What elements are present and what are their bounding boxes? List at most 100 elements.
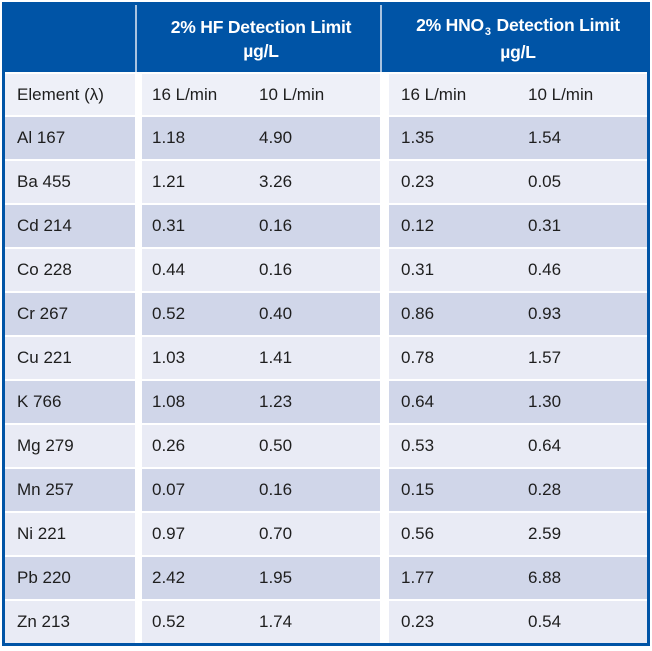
- value-hf-10: 1.74: [259, 612, 293, 631]
- value-hf-10: 4.90: [259, 128, 293, 147]
- element-cell: Cr 267: [5, 293, 135, 335]
- column-gap: [380, 161, 389, 203]
- hf-values: 0.07 0.16: [142, 469, 380, 511]
- table-header-row: 2% HF Detection Limit µg/L 2% HNO3 Detec…: [5, 5, 647, 72]
- element-cell: Ni 221: [5, 513, 135, 555]
- value-hf-10: 0.16: [259, 480, 293, 499]
- column-gap: [380, 425, 389, 467]
- element-cell: Mn 257: [5, 469, 135, 511]
- value-hf-16: 0.07: [152, 480, 186, 499]
- value-hno3-16: 0.78: [401, 348, 435, 367]
- table-row-mn-257: Mn 257 0.07 0.16 0.15 0.28: [5, 469, 647, 511]
- hf-values: 1.21 3.26: [142, 161, 380, 203]
- hno3-values: 0.15 0.28: [389, 469, 647, 511]
- value-hf-16: 1.03: [152, 348, 186, 367]
- value-hno3-10: 1.30: [528, 392, 562, 411]
- header-corner-cell: [5, 5, 135, 72]
- table-row-zn-213: Zn 213 0.52 1.74 0.23 0.54: [5, 601, 647, 643]
- table-row-cd-214: Cd 214 0.31 0.16 0.12 0.31: [5, 205, 647, 247]
- value-hno3-16: 0.56: [401, 524, 435, 543]
- column-gap: [135, 205, 142, 247]
- column-labels-hf: 16 L/min 10 L/min: [142, 74, 380, 115]
- value-hf-10: 3.26: [259, 172, 293, 191]
- value-hno3-16: 1.77: [401, 568, 435, 587]
- table-row-cu-221: Cu 221 1.03 1.41 0.78 1.57: [5, 337, 647, 379]
- hf-values: 2.42 1.95: [142, 557, 380, 599]
- value-hno3-16: 1.35: [401, 128, 435, 147]
- value-hf-16: 0.52: [152, 612, 186, 631]
- hf-values: 0.26 0.50: [142, 425, 380, 467]
- value-hno3-10: 0.54: [528, 612, 562, 631]
- hno3-values: 0.23 0.05: [389, 161, 647, 203]
- hno3-values: 1.77 6.88: [389, 557, 647, 599]
- element-cell: Cu 221: [5, 337, 135, 379]
- value-hno3-10: 0.31: [528, 216, 562, 235]
- value-hf-16: 1.08: [152, 392, 186, 411]
- header-hf-group: 2% HF Detection Limit µg/L: [142, 5, 380, 72]
- hf-values: 0.52 0.40: [142, 293, 380, 335]
- value-hno3-10: 0.05: [528, 172, 562, 191]
- value-hf-10: 1.23: [259, 392, 293, 411]
- element-cell: Ba 455: [5, 161, 135, 203]
- column-label-hno3-16: 16 L/min: [401, 84, 467, 104]
- hf-values: 0.44 0.16: [142, 249, 380, 291]
- column-label-hno3-10: 10 L/min: [528, 84, 594, 104]
- column-gap: [380, 469, 389, 511]
- value-hf-10: 1.41: [259, 348, 293, 367]
- value-hno3-10: 1.54: [528, 128, 562, 147]
- value-hno3-16: 0.12: [401, 216, 435, 235]
- column-gap: [380, 74, 389, 115]
- column-gap: [380, 513, 389, 555]
- header-hf-title: 2% HF Detection Limit: [170, 16, 352, 37]
- column-label-hf-16: 16 L/min: [152, 84, 218, 104]
- header-hno3-title: 2% HNO3 Detection Limit: [416, 15, 620, 38]
- value-hno3-16: 0.23: [401, 172, 435, 191]
- value-hf-16: 2.42: [152, 568, 186, 587]
- value-hno3-10: 0.28: [528, 480, 562, 499]
- value-hf-10: 0.40: [259, 304, 293, 323]
- hno3-values: 0.12 0.31: [389, 205, 647, 247]
- column-gap: [380, 337, 389, 379]
- value-hf-16: 0.52: [152, 304, 186, 323]
- column-gap: [380, 249, 389, 291]
- element-cell: Al 167: [5, 117, 135, 159]
- hno3-values: 0.23 0.54: [389, 601, 647, 643]
- value-hno3-16: 0.31: [401, 260, 435, 279]
- column-label-element: Element (λ): [5, 74, 135, 115]
- column-gap: [380, 205, 389, 247]
- table-row-co-228: Co 228 0.44 0.16 0.31 0.46: [5, 249, 647, 291]
- hno3-values: 0.86 0.93: [389, 293, 647, 335]
- hno3-values: 1.35 1.54: [389, 117, 647, 159]
- column-gap: [135, 513, 142, 555]
- column-gap: [380, 293, 389, 335]
- hf-values: 0.97 0.70: [142, 513, 380, 555]
- column-gap: [135, 74, 142, 115]
- value-hno3-16: 0.15: [401, 480, 435, 499]
- header-group-divider: [380, 5, 389, 72]
- header-hno3-unit: µg/L: [500, 42, 536, 62]
- value-hf-10: 0.50: [259, 436, 293, 455]
- value-hf-10: 1.95: [259, 568, 293, 587]
- column-gap: [135, 381, 142, 423]
- value-hf-16: 1.21: [152, 172, 186, 191]
- column-gap: [135, 249, 142, 291]
- hno3-values: 0.53 0.64: [389, 425, 647, 467]
- value-hf-10: 0.16: [259, 216, 293, 235]
- element-cell: Co 228: [5, 249, 135, 291]
- hf-values: 0.31 0.16: [142, 205, 380, 247]
- table-row-ni-221: Ni 221 0.97 0.70 0.56 2.59: [5, 513, 647, 555]
- table-subheader-row: Element (λ) 16 L/min 10 L/min 16 L/min 1…: [5, 74, 647, 115]
- header-hno3-group: 2% HNO3 Detection Limit µg/L: [389, 5, 647, 72]
- table-row-cr-267: Cr 267 0.52 0.40 0.86 0.93: [5, 293, 647, 335]
- value-hf-16: 1.18: [152, 128, 186, 147]
- table-row-ba-455: Ba 455 1.21 3.26 0.23 0.05: [5, 161, 647, 203]
- column-gap: [380, 381, 389, 423]
- element-cell: Mg 279: [5, 425, 135, 467]
- column-gap: [135, 161, 142, 203]
- column-gap: [135, 425, 142, 467]
- header-hf-unit: µg/L: [243, 40, 279, 61]
- value-hf-16: 0.97: [152, 524, 186, 543]
- column-gap: [380, 557, 389, 599]
- value-hf-16: 0.44: [152, 260, 186, 279]
